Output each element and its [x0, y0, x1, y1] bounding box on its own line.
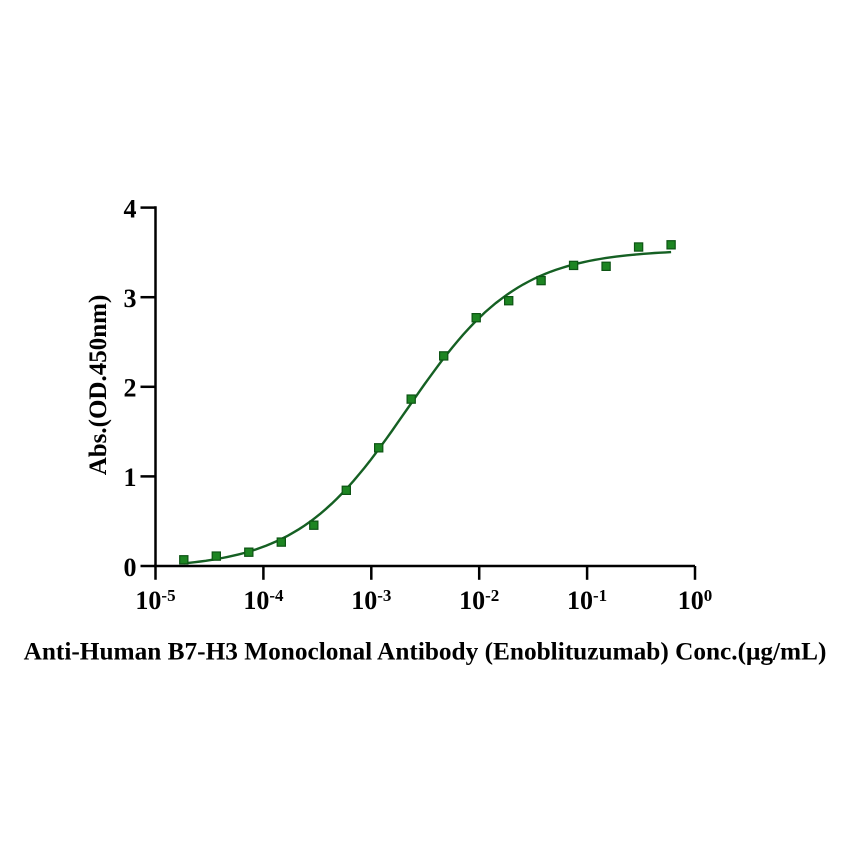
svg-text:Abs.(OD.450nm): Abs.(OD.450nm) [85, 295, 112, 476]
svg-text:10-5: 10-5 [135, 586, 175, 615]
svg-text:Anti-Human B7-H3 Monoclonal An: Anti-Human B7-H3 Monoclonal Antibody (En… [24, 638, 827, 666]
svg-text:100: 100 [678, 586, 713, 615]
svg-text:10-4: 10-4 [243, 586, 284, 615]
svg-text:10-2: 10-2 [459, 586, 499, 615]
svg-text:4: 4 [124, 194, 137, 223]
svg-text:10-1: 10-1 [567, 586, 607, 615]
svg-text:0: 0 [124, 553, 137, 582]
svg-text:10-3: 10-3 [351, 586, 391, 615]
svg-text:1: 1 [124, 463, 137, 492]
svg-text:2: 2 [124, 374, 137, 403]
svg-text:3: 3 [124, 284, 137, 313]
